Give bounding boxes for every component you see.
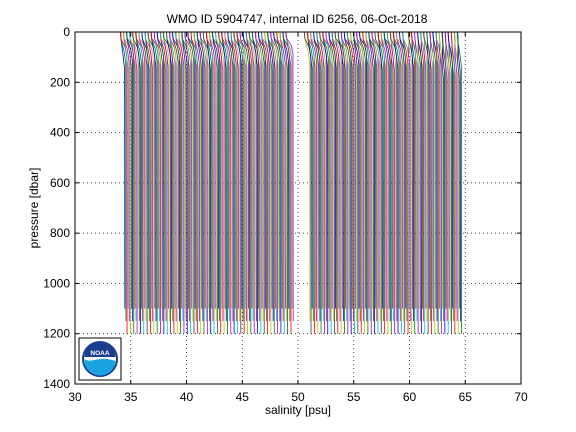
salinity-profile [456,31,462,334]
x-tick-label: 40 [180,390,194,404]
profiles [119,31,462,334]
y-axis-label: pressure [dbar] [27,168,41,249]
salinity-profile [414,31,419,334]
y-tick-label: 1400 [43,377,70,391]
y-tick-label: 200 [50,75,70,89]
salinity-profile [438,31,444,309]
salinity-profile [285,31,294,322]
salinity-profile [432,31,438,322]
x-tick-label: 35 [124,390,138,404]
x-tick-label: 45 [236,390,250,404]
salinity-profile [420,31,426,334]
y-tick-label: 1200 [43,327,70,341]
x-tick-label: 30 [68,390,82,404]
plot-area: 30 35 40 45 50 55 60 65 70 0 200 400 600 800 1000 1200 1… [43,25,528,404]
y-tick-label: 800 [50,226,70,240]
chart-title: WMO ID 5904747, internal ID 6256, 06-Oct… [167,12,428,26]
salinity-profile [453,31,459,334]
noaa-logo: NOAA [78,337,122,381]
ticks: 30 35 40 45 50 55 60 65 70 0 200 400 600 800 1000 1200 1… [43,25,528,404]
y-tick-label: 1000 [43,276,70,290]
salinity-profile [441,31,447,309]
x-axis-label: salinity [psu] [265,403,331,417]
noaa-logo-text: NOAA [90,350,109,357]
salinity-profile [407,31,413,309]
y-tick-label: 600 [50,176,70,190]
x-tick-label: 70 [514,390,528,404]
salinity-profile [429,31,435,322]
salinity-profile [444,31,450,309]
x-tick-label: 65 [459,390,473,404]
salinity-profile [417,31,422,334]
x-tick-label: 60 [403,390,417,404]
salinity-profile [447,31,454,309]
salinity-profile [426,31,431,322]
salinity-profile [450,31,456,334]
salinity-profile [423,31,429,334]
salinity-profile [435,31,441,322]
y-tick-label: 400 [50,126,70,140]
salinity-profile [401,31,410,309]
y-tick-label: 0 [63,25,70,39]
grid [75,32,521,384]
x-tick-label: 55 [347,390,361,404]
x-tick-label: 50 [291,390,305,404]
salinity-profile [410,31,417,309]
